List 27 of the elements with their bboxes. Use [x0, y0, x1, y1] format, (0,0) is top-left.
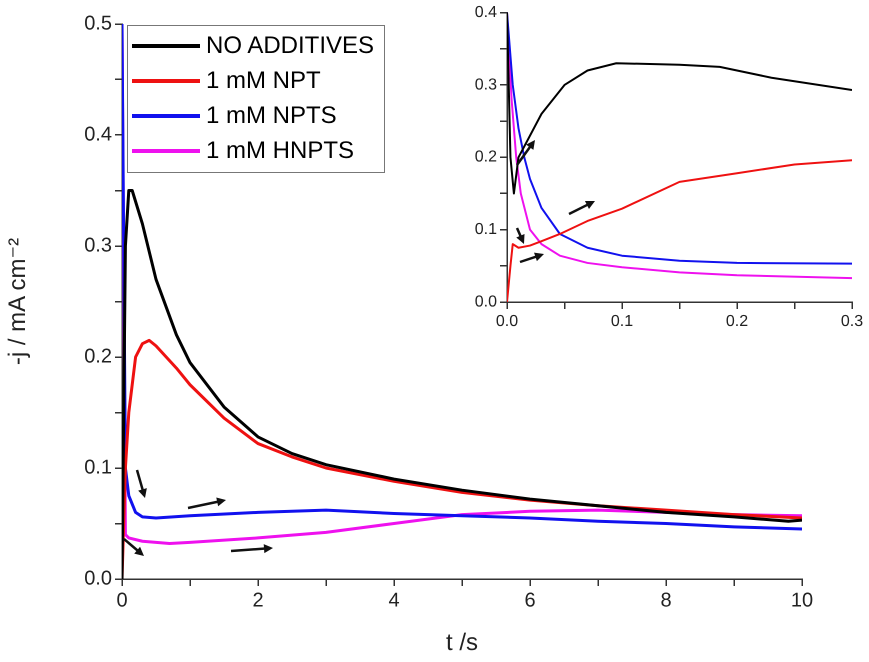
legend-label: 1 mM NPT — [206, 66, 321, 94]
x-axis-title: t /s — [446, 629, 478, 656]
y-tick-label: 0.4 — [84, 124, 112, 146]
legend-label: 1 mM HNPTS — [206, 136, 354, 164]
x-tick-label: 2 — [252, 590, 264, 612]
x-tick-label: 0.3 — [840, 313, 864, 330]
x-tick-label: 8 — [660, 590, 672, 612]
y-tick-label: 0.3 — [84, 234, 112, 257]
x-tick-label: 0.1 — [610, 313, 634, 330]
x-tick-label: 0.0 — [496, 313, 518, 330]
y-tick-label: 0.1 — [474, 221, 498, 238]
y-tick-label: 0.0 — [474, 293, 498, 310]
y-tick-label: 0.2 — [84, 346, 112, 368]
y-axis-title: -j / mA cm⁻² — [4, 238, 32, 366]
y-tick-label: 0.2 — [474, 148, 498, 166]
y-tick-label: 0.4 — [474, 4, 498, 22]
x-tick-label: 4 — [388, 590, 400, 612]
x-tick-label: 10 — [790, 590, 814, 612]
y-tick-label: 0.0 — [84, 568, 112, 590]
x-tick-label: 6 — [524, 590, 536, 612]
legend-label: 1 mM NPTS — [206, 102, 337, 130]
x-tick-label: 0 — [116, 590, 128, 612]
y-tick-label: 0.3 — [474, 76, 498, 94]
y-tick-label: 0.1 — [84, 456, 112, 479]
x-tick-label: 0.2 — [726, 313, 748, 330]
y-tick-label: 0.5 — [84, 12, 112, 35]
legend-label: NO ADDITIVES — [206, 32, 374, 60]
